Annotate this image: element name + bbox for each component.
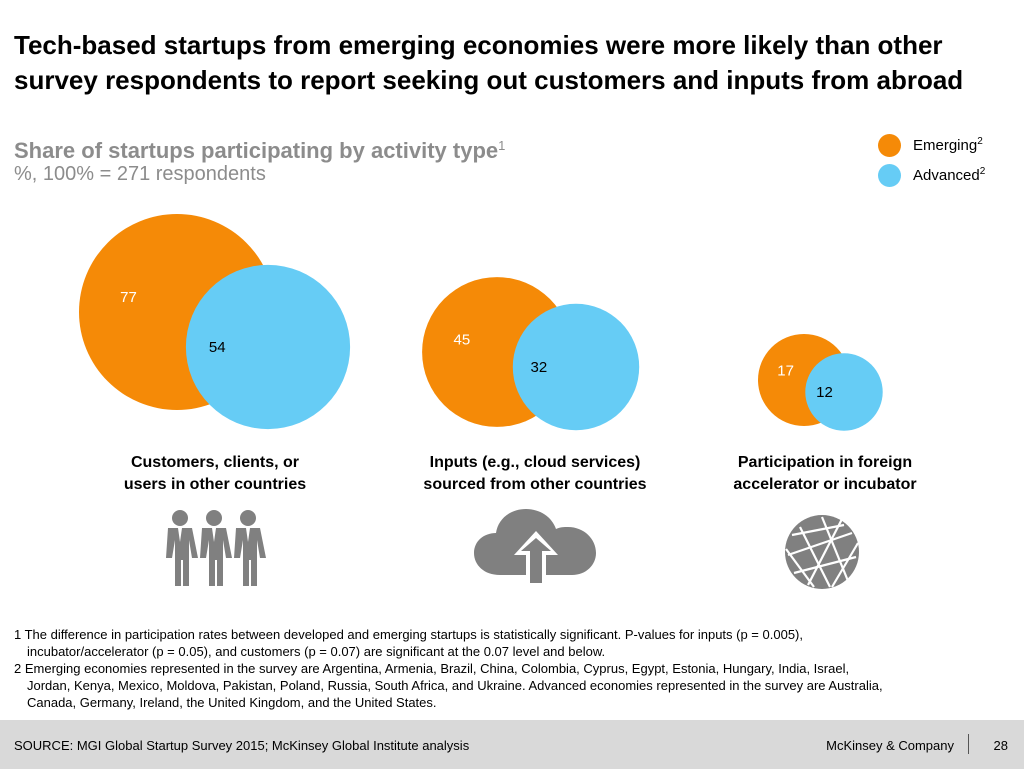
- page-title: Tech-based startups from emerging econom…: [14, 30, 964, 95]
- cloud-upload-icon: [474, 509, 596, 587]
- legend-swatch-emerging: [878, 133, 901, 157]
- subtitle-text: Share of startups participating by activ…: [14, 138, 499, 163]
- bubble-chart: 77 54 45 32 17 12: [79, 214, 883, 431]
- legend-label-emerging: Emerging2: [913, 136, 983, 154]
- data-label-emerging-customers: 77: [120, 289, 137, 306]
- bubble-advanced-accelerator: [805, 353, 883, 431]
- unit-label: %, 100% = 271 respondents: [14, 163, 266, 185]
- legend-label-advanced: Advanced2: [913, 166, 986, 184]
- globe-icon: [785, 515, 859, 589]
- category-label-inputs: Inputs (e.g., cloud services) sourced fr…: [423, 454, 647, 493]
- legend-item-emerging: Emerging2: [878, 130, 985, 160]
- company-name: McKinsey & Company: [826, 738, 954, 753]
- footnotes: 1 The difference in participation rates …: [14, 626, 1004, 711]
- bubble-advanced-inputs: [512, 303, 640, 431]
- data-label-advanced-customers: 54: [209, 339, 226, 356]
- footnote-2: 2 Emerging economies represented in the …: [14, 661, 883, 710]
- people-icon: [166, 510, 266, 586]
- legend-item-advanced: Advanced2: [878, 160, 985, 190]
- footer-bar: SOURCE: MGI Global Startup Survey 2015; …: [0, 720, 1024, 769]
- data-label-advanced-accelerator: 12: [816, 384, 833, 401]
- footnote-1: 1 The difference in participation rates …: [14, 627, 803, 659]
- data-label-emerging-inputs: 45: [454, 332, 471, 349]
- category-label-customers: Customers, clients, or users in other co…: [123, 454, 307, 493]
- subtitle-footnote-ref: 1: [498, 138, 506, 153]
- source-text: SOURCE: MGI Global Startup Survey 2015; …: [14, 738, 470, 753]
- page-number: 28: [993, 738, 1008, 753]
- data-label-advanced-inputs: 32: [531, 359, 548, 376]
- chart-subtitle: Share of startups participating by activ…: [14, 131, 505, 166]
- data-label-emerging-accelerator: 17: [777, 362, 794, 379]
- category-label-accelerator: Participation in foreign accelerator or …: [733, 454, 917, 493]
- legend-swatch-advanced: [878, 163, 901, 187]
- bubble-advanced-customers: [185, 264, 351, 430]
- legend: Emerging2 Advanced2: [878, 130, 985, 190]
- footer-divider: [968, 734, 969, 754]
